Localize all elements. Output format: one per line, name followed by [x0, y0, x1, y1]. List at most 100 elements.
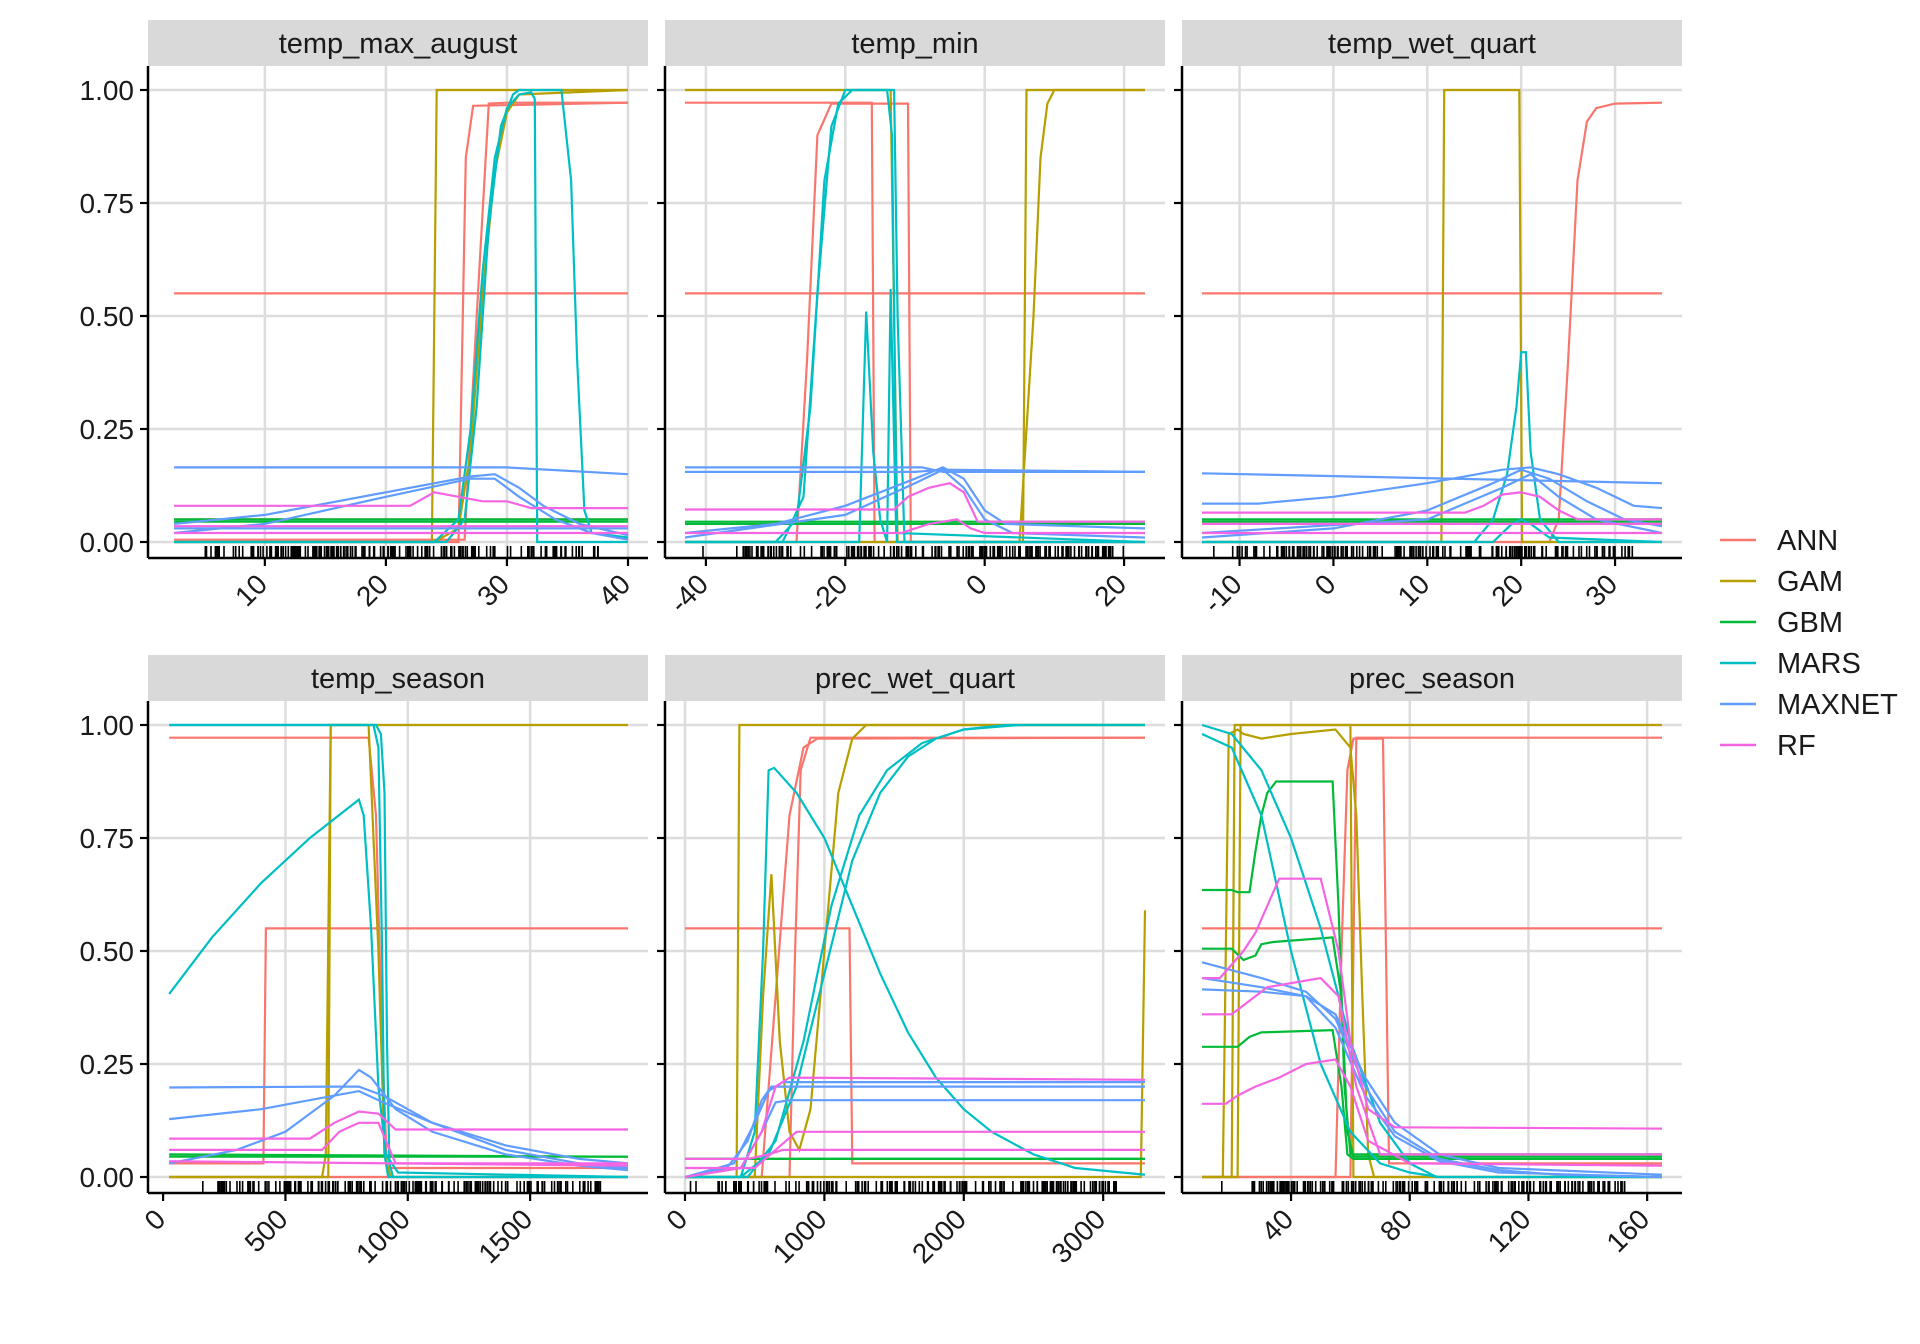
series-line-mars	[685, 288, 1146, 544]
x-tick-label: 1000	[767, 1203, 833, 1269]
series-line-ann	[1202, 736, 1662, 1179]
series-line-ann	[685, 736, 1145, 1179]
x-tick-label: 160	[1600, 1203, 1655, 1258]
legend-item-rf: RF	[1720, 730, 1816, 762]
x-tick-label: 0	[660, 1203, 693, 1236]
x-tick-label: 40	[1255, 1203, 1299, 1247]
series-line-mars	[168, 797, 629, 1179]
y-tick-label: 0.50	[80, 301, 135, 332]
series-line-gam	[1202, 728, 1662, 1179]
facet-strip	[1182, 655, 1682, 701]
y-tick-label: 0.50	[80, 936, 135, 967]
facet-strip	[148, 20, 648, 66]
rug-marks	[1221, 1181, 1626, 1193]
x-tick-label: 40	[592, 568, 636, 612]
x-tick-label: 1500	[472, 1203, 538, 1269]
facet-title: temp_season	[311, 663, 485, 695]
x-tick-label: 0	[138, 1203, 171, 1236]
series-line-ann	[685, 736, 1146, 1179]
legend-label: GBM	[1777, 607, 1843, 639]
legend-item-gam: GAM	[1720, 566, 1843, 598]
series-line-rf	[1202, 491, 1662, 521]
legend-label: RF	[1777, 730, 1816, 762]
series-line-rf	[169, 1110, 628, 1140]
facet-panels: temp_max_august 0.00 0.25 0.50 0.75 1.00 10 20 3…	[80, 20, 1682, 1269]
series-line-mars	[1201, 732, 1662, 1179]
facet-panel-temp_wet_quart: temp_wet_quart -10 0 10 20 30	[1174, 20, 1682, 619]
series-line-mars	[169, 723, 628, 1179]
y-tick-label: 0.00	[80, 1162, 135, 1193]
y-tick-label: 1.00	[80, 75, 135, 106]
x-tick-label: -10	[1197, 568, 1248, 619]
series-line-ann	[685, 102, 1145, 544]
x-tick-label: 80	[1374, 1203, 1418, 1247]
x-tick-label: 30	[1579, 568, 1623, 612]
x-tick-label: 2000	[906, 1203, 972, 1269]
series-line-rf	[1202, 1058, 1663, 1167]
series-line-mars	[685, 723, 1145, 1179]
y-tick-label: 1.00	[80, 710, 135, 741]
x-tick-label: -20	[803, 568, 854, 619]
series-line-mars	[174, 88, 629, 544]
series-line-mars	[1202, 518, 1663, 544]
x-tick-label: 10	[1392, 568, 1436, 612]
series-line-maxnet	[1201, 988, 1663, 1176]
y-tick-label: 0.75	[80, 823, 135, 854]
x-tick-label: 20	[1485, 568, 1529, 612]
x-tick-label: 120	[1482, 1203, 1537, 1258]
series-line-maxnet	[173, 473, 629, 537]
series-line-maxnet	[1201, 977, 1663, 1179]
series-line-ann	[174, 101, 629, 544]
facet-panel-temp_min: temp_min -40 -20 0 20	[657, 20, 1165, 619]
facet-strip	[1182, 20, 1682, 66]
x-tick-label: 20	[350, 568, 394, 612]
rug-marks	[702, 546, 1125, 558]
series-line-maxnet	[685, 468, 1146, 473]
series-line-gbm	[1202, 1028, 1662, 1160]
y-tick-label: 0.75	[80, 188, 135, 219]
series-line-rf	[1202, 976, 1662, 1156]
facet-title: temp_min	[851, 28, 978, 60]
facet-strip	[665, 20, 1165, 66]
facet-panel-temp_max_august: temp_max_august 0.00 0.25 0.50 0.75 1.00 10 20 3…	[80, 20, 648, 612]
facet-title: temp_wet_quart	[1328, 28, 1536, 60]
legend-item-ann: ANN	[1720, 525, 1838, 557]
series-line-ann	[174, 101, 628, 541]
facet-panel-prec_wet_quart: prec_wet_quart 0 1000 2000 3000	[657, 655, 1165, 1269]
series-line-ann	[1202, 737, 1662, 1179]
series-line-rf	[685, 518, 1145, 535]
legend-item-mars: MARS	[1720, 648, 1861, 680]
series-line-maxnet	[169, 1089, 629, 1165]
x-tick-label: 3000	[1045, 1203, 1111, 1269]
legend-item-gbm: GBM	[1720, 607, 1843, 639]
y-tick-label: 0.25	[80, 414, 135, 445]
series-line-rf	[685, 1148, 1145, 1160]
legend-label: GAM	[1777, 566, 1843, 598]
x-tick-label: 1000	[350, 1203, 416, 1269]
facet-title: prec_season	[1349, 663, 1515, 695]
facet-panel-prec_season: prec_season 40 80 120 160	[1174, 655, 1682, 1258]
x-tick-label: 500	[239, 1203, 294, 1258]
legend-label: MARS	[1777, 648, 1861, 680]
facet-title: prec_wet_quart	[815, 663, 1015, 695]
legend: ANN GAM GBM MARS MAXNET RF	[1720, 525, 1898, 762]
x-tick-label: -40	[664, 568, 715, 619]
series-line-mars	[685, 766, 1146, 1179]
series-line-maxnet	[174, 466, 629, 476]
x-tick-label: 20	[1088, 568, 1132, 612]
y-tick-label: 0.00	[80, 527, 135, 558]
facet-title: temp_max_august	[279, 28, 518, 60]
series-line-rf	[174, 491, 628, 510]
series-line-ann	[685, 101, 1145, 544]
rug-marks	[1213, 546, 1634, 558]
series-line-maxnet	[1201, 468, 1663, 539]
rug-marks	[202, 1181, 602, 1193]
legend-item-maxnet: MAXNET	[1720, 689, 1898, 721]
series-line-maxnet	[684, 1081, 1145, 1179]
rug-marks	[689, 1181, 1117, 1193]
series-line-maxnet	[684, 466, 1146, 535]
legend-label: MAXNET	[1777, 689, 1898, 721]
x-tick-label: 30	[471, 568, 515, 612]
series-line-ann	[169, 927, 628, 1165]
